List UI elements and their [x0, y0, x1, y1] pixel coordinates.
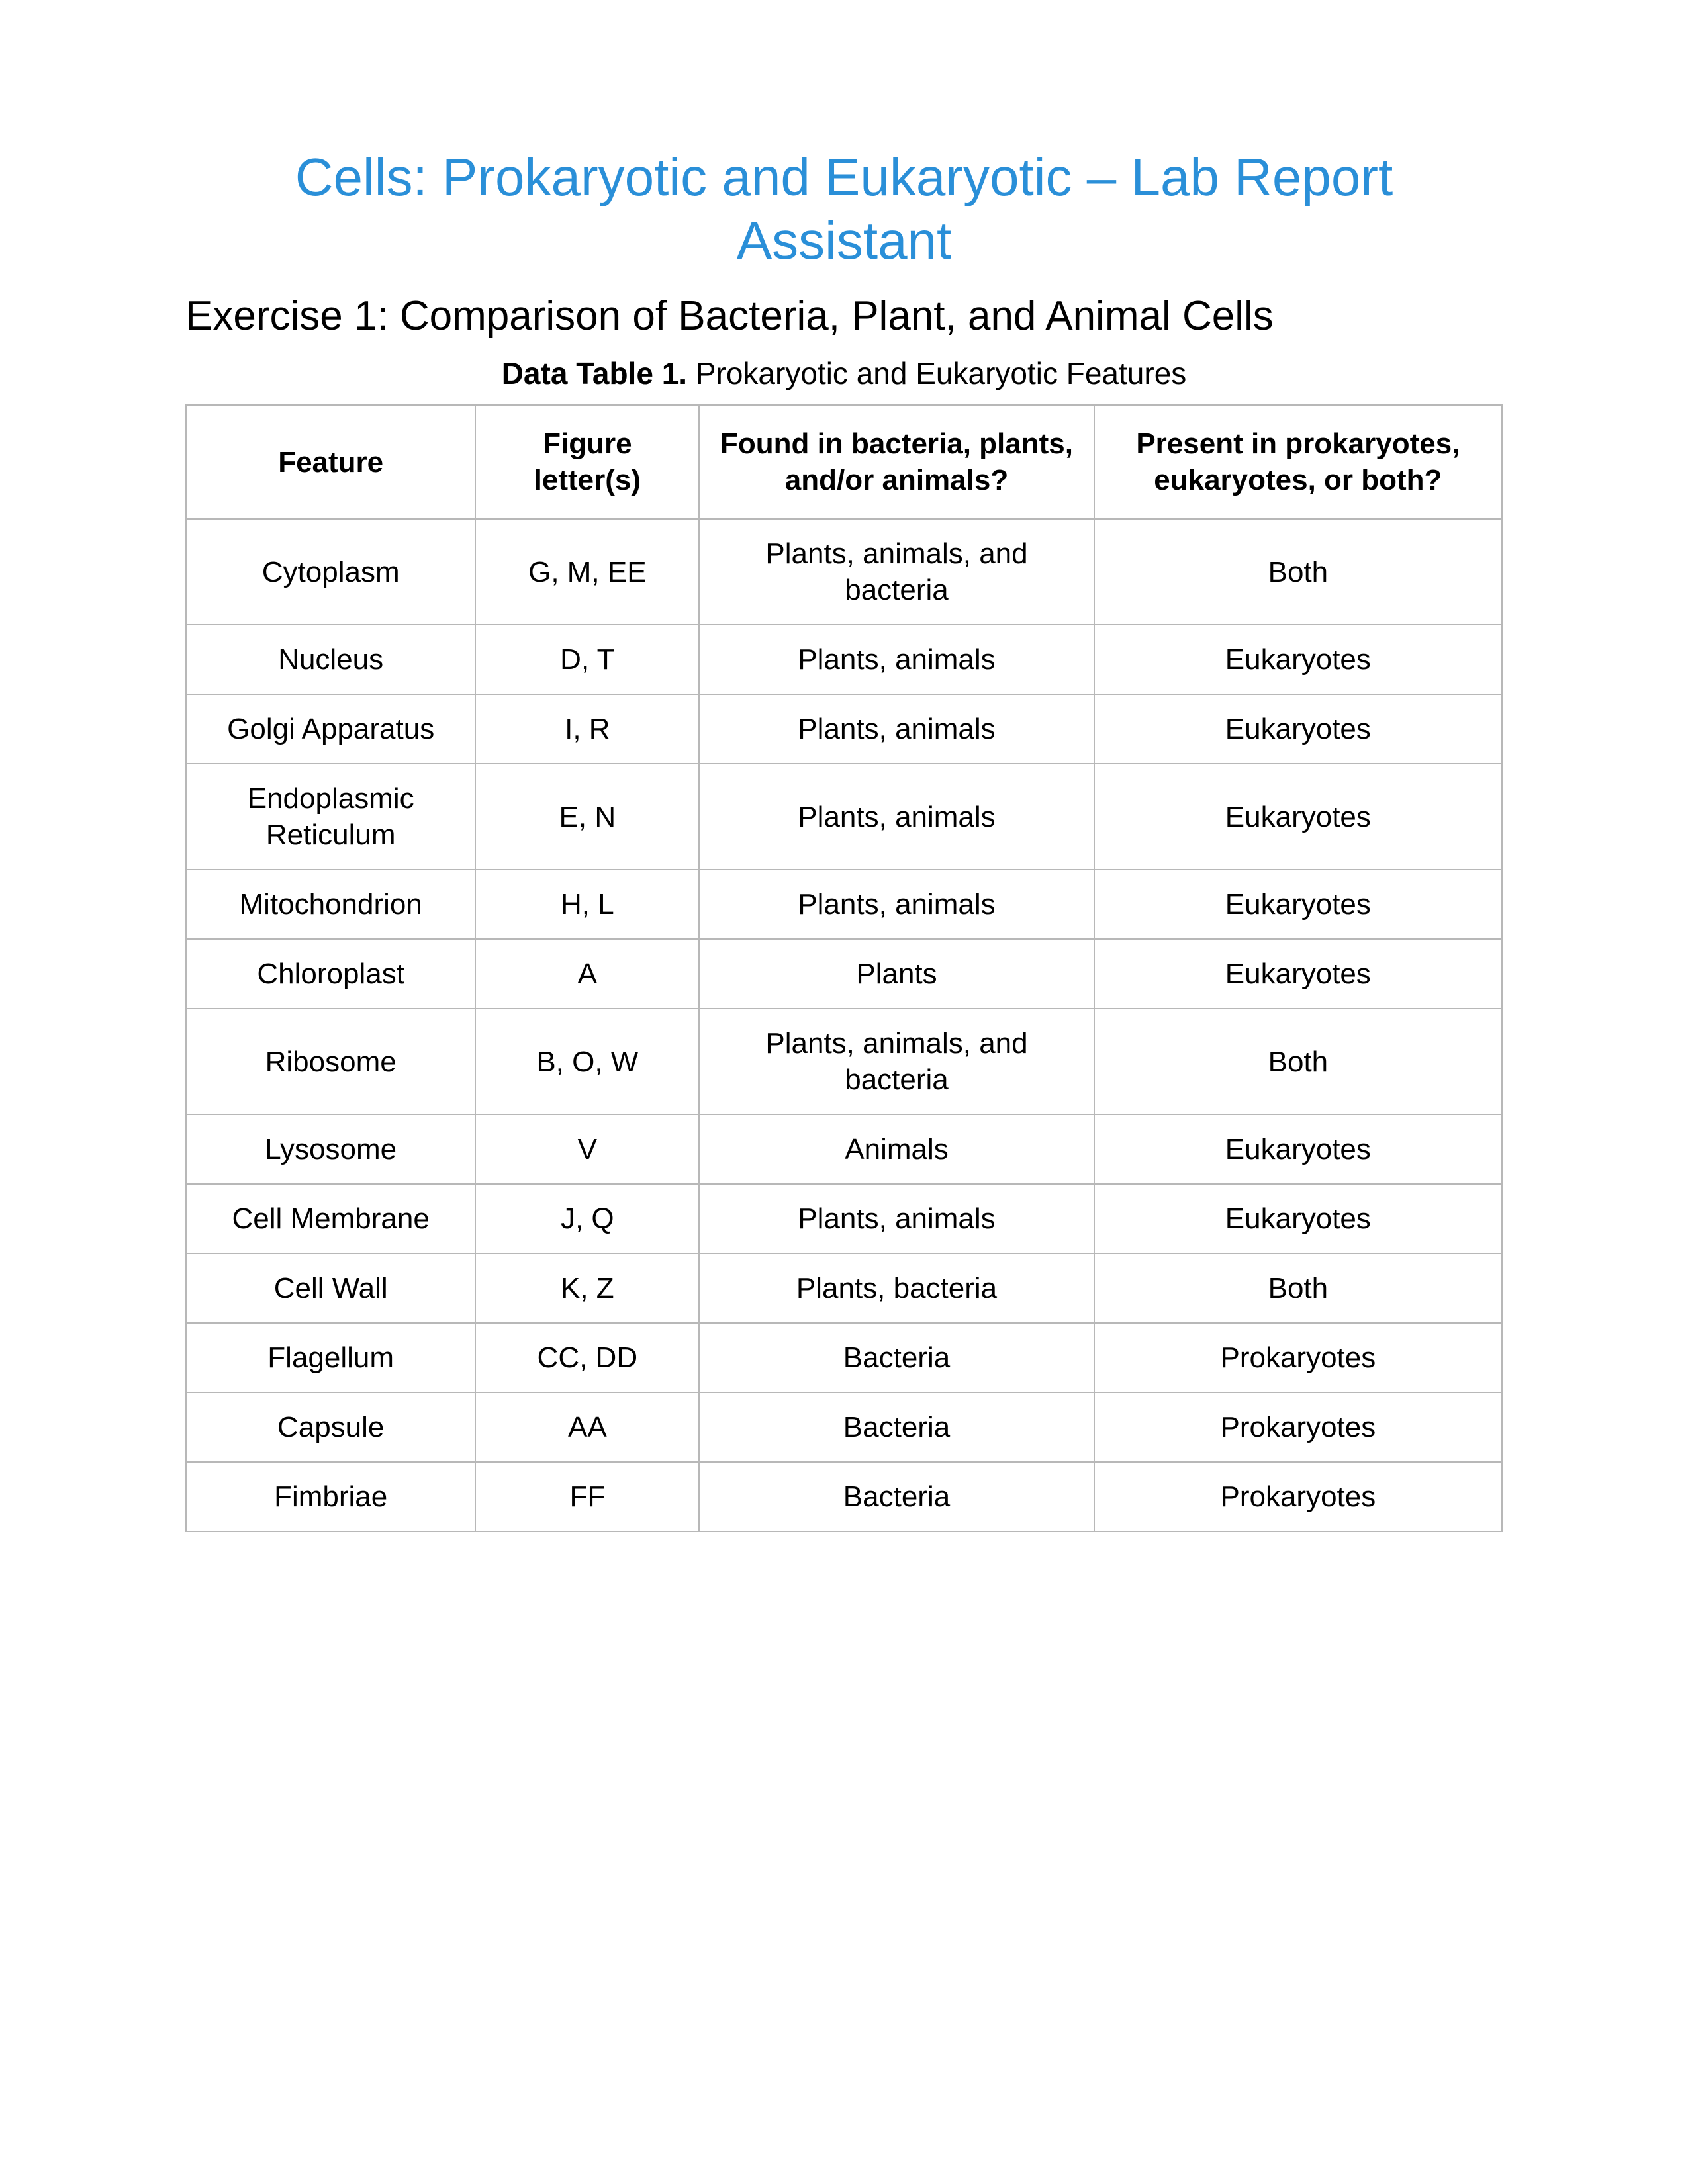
table-header-row: Feature Figure letter(s) Found in bacter…	[186, 405, 1502, 519]
cell-feature: Ribosome	[186, 1009, 475, 1115]
cell-found: Plants, animals	[699, 764, 1094, 870]
col-feature: Feature	[186, 405, 475, 519]
cell-letters: AA	[475, 1392, 699, 1462]
table-caption: Data Table 1. Prokaryotic and Eukaryotic…	[185, 355, 1503, 391]
table-row: Fimbriae FF Bacteria Prokaryotes	[186, 1462, 1502, 1531]
cell-letters: CC, DD	[475, 1323, 699, 1392]
table-row: Nucleus D, T Plants, animals Eukaryotes	[186, 625, 1502, 694]
page-title: Cells: Prokaryotic and Eukaryotic – Lab …	[185, 146, 1503, 273]
exercise-heading: Exercise 1: Comparison of Bacteria, Plan…	[185, 293, 1503, 340]
cell-present: Prokaryotes	[1094, 1392, 1502, 1462]
cell-letters: D, T	[475, 625, 699, 694]
cell-feature: Mitochondrion	[186, 870, 475, 939]
table-row: Chloroplast A Plants Eukaryotes	[186, 939, 1502, 1009]
cell-present: Both	[1094, 1253, 1502, 1323]
cell-letters: K, Z	[475, 1253, 699, 1323]
table-row: Golgi Apparatus I, R Plants, animals Euk…	[186, 694, 1502, 764]
cell-present: Eukaryotes	[1094, 939, 1502, 1009]
cell-feature: Nucleus	[186, 625, 475, 694]
table-row: Lysosome V Animals Eukaryotes	[186, 1115, 1502, 1184]
cell-letters: H, L	[475, 870, 699, 939]
table-row: Flagellum CC, DD Bacteria Prokaryotes	[186, 1323, 1502, 1392]
cell-feature: Fimbriae	[186, 1462, 475, 1531]
cell-feature: Cytoplasm	[186, 519, 475, 625]
cell-found: Plants, animals	[699, 694, 1094, 764]
cell-feature: Cell Wall	[186, 1253, 475, 1323]
cell-present: Eukaryotes	[1094, 625, 1502, 694]
cell-found: Plants, bacteria	[699, 1253, 1094, 1323]
cell-found: Bacteria	[699, 1323, 1094, 1392]
col-found-in: Found in bacteria, plants, and/or animal…	[699, 405, 1094, 519]
cell-letters: G, M, EE	[475, 519, 699, 625]
cell-feature: Golgi Apparatus	[186, 694, 475, 764]
col-figure-letters: Figure letter(s)	[475, 405, 699, 519]
cell-present: Eukaryotes	[1094, 870, 1502, 939]
cell-found: Plants, animals	[699, 625, 1094, 694]
table-row: Capsule AA Bacteria Prokaryotes	[186, 1392, 1502, 1462]
cell-feature: Capsule	[186, 1392, 475, 1462]
cell-present: Both	[1094, 1009, 1502, 1115]
cell-present: Prokaryotes	[1094, 1462, 1502, 1531]
cell-letters: V	[475, 1115, 699, 1184]
features-table: Feature Figure letter(s) Found in bacter…	[185, 404, 1503, 1532]
table-caption-text: Prokaryotic and Eukaryotic Features	[687, 356, 1186, 390]
cell-found: Bacteria	[699, 1392, 1094, 1462]
col-present-in: Present in prokaryotes, eukaryotes, or b…	[1094, 405, 1502, 519]
cell-letters: J, Q	[475, 1184, 699, 1253]
cell-present: Prokaryotes	[1094, 1323, 1502, 1392]
cell-found: Plants, animals, and bacteria	[699, 519, 1094, 625]
table-row: Mitochondrion H, L Plants, animals Eukar…	[186, 870, 1502, 939]
table-row: Ribosome B, O, W Plants, animals, and ba…	[186, 1009, 1502, 1115]
cell-present: Eukaryotes	[1094, 1115, 1502, 1184]
table-body: Cytoplasm G, M, EE Plants, animals, and …	[186, 519, 1502, 1531]
cell-found: Plants, animals	[699, 870, 1094, 939]
table-row: Cell Wall K, Z Plants, bacteria Both	[186, 1253, 1502, 1323]
table-caption-label: Data Table 1.	[502, 356, 687, 390]
cell-letters: FF	[475, 1462, 699, 1531]
cell-letters: I, R	[475, 694, 699, 764]
table-row: Endoplasmic Reticulum E, N Plants, anima…	[186, 764, 1502, 870]
table-row: Cell Membrane J, Q Plants, animals Eukar…	[186, 1184, 1502, 1253]
cell-feature: Lysosome	[186, 1115, 475, 1184]
cell-present: Eukaryotes	[1094, 764, 1502, 870]
cell-letters: E, N	[475, 764, 699, 870]
cell-found: Plants	[699, 939, 1094, 1009]
cell-feature: Cell Membrane	[186, 1184, 475, 1253]
cell-found: Plants, animals, and bacteria	[699, 1009, 1094, 1115]
cell-letters: A	[475, 939, 699, 1009]
cell-feature: Flagellum	[186, 1323, 475, 1392]
cell-present: Both	[1094, 519, 1502, 625]
cell-feature: Chloroplast	[186, 939, 475, 1009]
cell-found: Bacteria	[699, 1462, 1094, 1531]
cell-letters: B, O, W	[475, 1009, 699, 1115]
table-row: Cytoplasm G, M, EE Plants, animals, and …	[186, 519, 1502, 625]
cell-found: Plants, animals	[699, 1184, 1094, 1253]
cell-present: Eukaryotes	[1094, 694, 1502, 764]
cell-found: Animals	[699, 1115, 1094, 1184]
cell-present: Eukaryotes	[1094, 1184, 1502, 1253]
cell-feature: Endoplasmic Reticulum	[186, 764, 475, 870]
